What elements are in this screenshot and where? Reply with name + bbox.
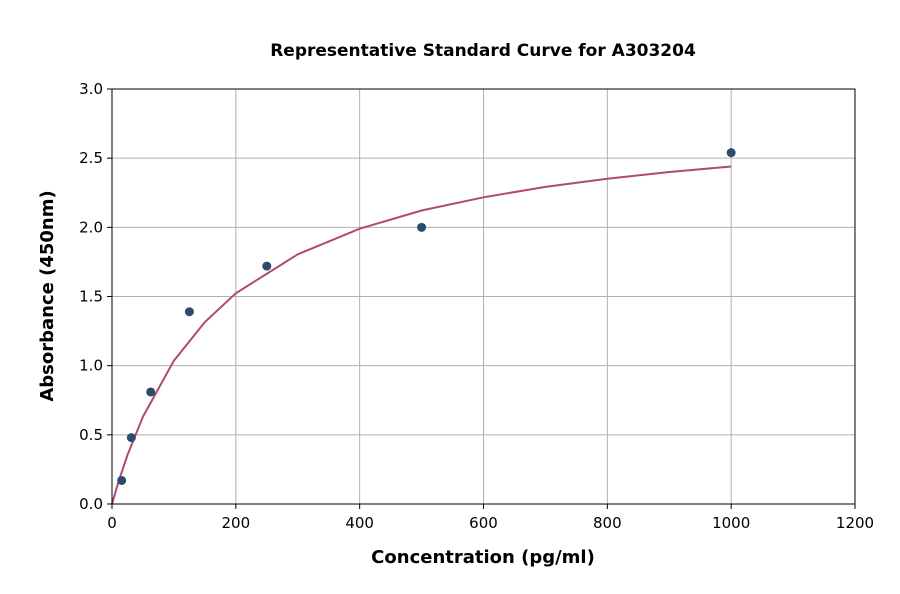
y-tick-label: 1.0: [79, 357, 103, 375]
x-tick-label: 400: [345, 514, 374, 532]
y-tick-label: 2.0: [79, 218, 103, 236]
x-axis-ticks: 0 200 400 600 800 1000 1200: [107, 504, 874, 532]
x-tick-label: 1000: [712, 514, 750, 532]
fit-curve-group: [111, 165, 732, 505]
x-tick-label: 0: [107, 514, 117, 532]
x-tick-label: 200: [222, 514, 251, 532]
data-point: [146, 387, 156, 397]
chart-title: Representative Standard Curve for A30320…: [270, 41, 696, 61]
data-point: [726, 148, 736, 158]
x-tick-label: 600: [469, 514, 498, 532]
data-point: [417, 222, 427, 232]
data-points: [117, 148, 736, 485]
grid: [111, 88, 856, 505]
data-point: [262, 261, 272, 271]
y-tick-label: 3.0: [79, 80, 103, 98]
x-axis-label: Concentration (pg/ml): [371, 547, 595, 568]
y-axis-label: Absorbance (450nm): [37, 190, 58, 401]
y-tick-label: 1.5: [79, 288, 103, 306]
x-tick-label: 800: [593, 514, 622, 532]
x-tick-label: 1200: [836, 514, 874, 532]
data-point: [117, 475, 127, 485]
y-tick-label: 2.5: [79, 149, 103, 167]
data-point: [126, 433, 136, 443]
y-tick-label: 0.0: [79, 495, 103, 513]
y-axis-ticks: 0.0 0.5 1.0 1.5 2.0 2.5 3.0: [79, 80, 112, 513]
data-point: [184, 307, 194, 317]
y-tick-label: 0.5: [79, 426, 103, 444]
fit-curve-line: [111, 165, 732, 505]
